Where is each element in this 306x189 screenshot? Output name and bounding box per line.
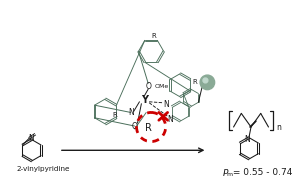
Text: N: N: [128, 108, 134, 117]
Text: O: O: [145, 82, 151, 91]
Text: n: n: [276, 123, 281, 132]
Text: m: m: [227, 172, 233, 177]
Text: N: N: [168, 115, 174, 124]
Text: R: R: [192, 79, 197, 85]
Text: = 0.55 - 0.74: = 0.55 - 0.74: [230, 168, 292, 177]
Text: O: O: [132, 122, 137, 131]
Circle shape: [203, 78, 208, 83]
Text: N: N: [163, 100, 169, 109]
Text: N: N: [244, 135, 250, 144]
Text: R: R: [151, 33, 156, 39]
Text: R: R: [145, 123, 151, 133]
Text: 2-vinylpyridine: 2-vinylpyridine: [16, 166, 70, 172]
Text: N: N: [28, 134, 34, 143]
Circle shape: [200, 75, 215, 90]
Text: OMe: OMe: [155, 84, 169, 89]
Text: $P$: $P$: [222, 167, 229, 178]
Text: R: R: [112, 112, 117, 118]
Text: Y: Y: [141, 95, 148, 105]
